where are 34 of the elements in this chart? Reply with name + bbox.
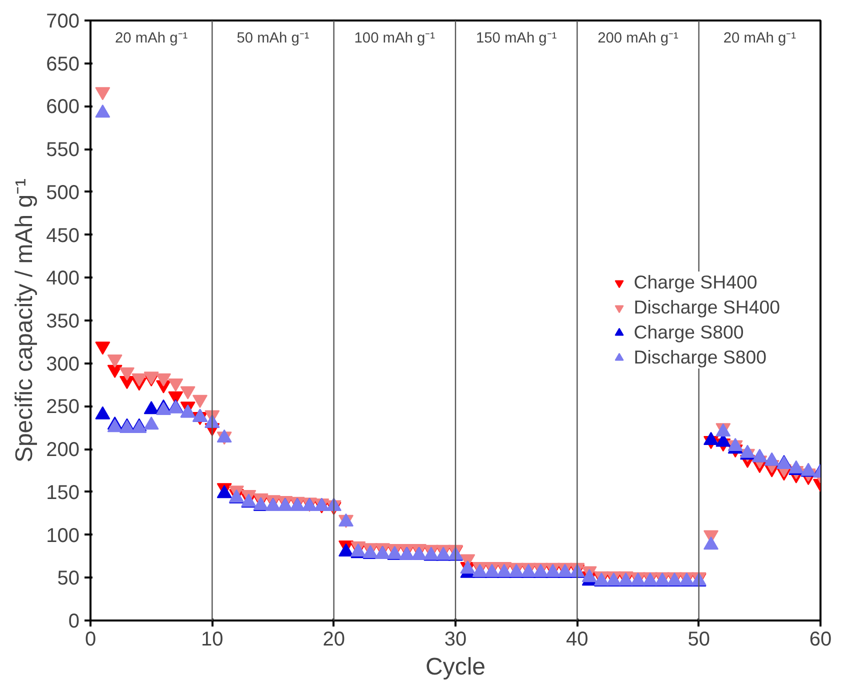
x-tick-label: 0: [84, 628, 96, 650]
y-tick-label: 250: [46, 396, 80, 418]
legend-label: Discharge SH400: [634, 296, 780, 318]
y-tick-label: 550: [46, 139, 80, 162]
y-tick-label: 700: [46, 10, 80, 32]
y-tick-label: 650: [46, 53, 80, 76]
y-tick-label: 400: [46, 268, 80, 290]
x-tick-label: 20: [322, 628, 345, 650]
y-tick-label: 50: [57, 568, 80, 590]
y-tick-label: 450: [46, 224, 80, 247]
y-tick-label: 0: [68, 610, 80, 632]
x-tick-label: 10: [201, 628, 224, 650]
legend-label: Charge S800: [634, 322, 744, 344]
x-tick-label: 60: [809, 628, 832, 650]
y-tick-label: 300: [46, 353, 80, 376]
x-axis-title: Cycle: [425, 654, 486, 680]
annotation: 150 mAh g⁻¹: [476, 30, 557, 46]
x-tick-label: 30: [444, 628, 467, 650]
annotation: 200 mAh g⁻¹: [598, 30, 678, 46]
annotation: 20 mAh g⁻¹: [115, 30, 188, 46]
y-tick-label: 100: [46, 524, 80, 547]
annotation: 20 mAh g⁻¹: [723, 30, 796, 46]
y-tick-label: 350: [46, 310, 80, 332]
y-tick-label: 600: [46, 96, 80, 118]
annotation: 100 mAh g⁻¹: [354, 30, 436, 46]
x-tick-label: 40: [566, 628, 588, 650]
y-axis-title: Specific capacity / mAh g⁻¹: [11, 178, 38, 463]
x-tick-label: 50: [688, 628, 710, 650]
y-tick-label: 500: [46, 182, 80, 204]
legend-label: Charge SH400: [634, 272, 758, 294]
legend-label: Discharge S800: [634, 346, 767, 368]
y-tick-label: 200: [46, 439, 80, 462]
annotation: 50 mAh g⁻¹: [236, 30, 310, 46]
y-tick-label: 150: [46, 482, 80, 504]
